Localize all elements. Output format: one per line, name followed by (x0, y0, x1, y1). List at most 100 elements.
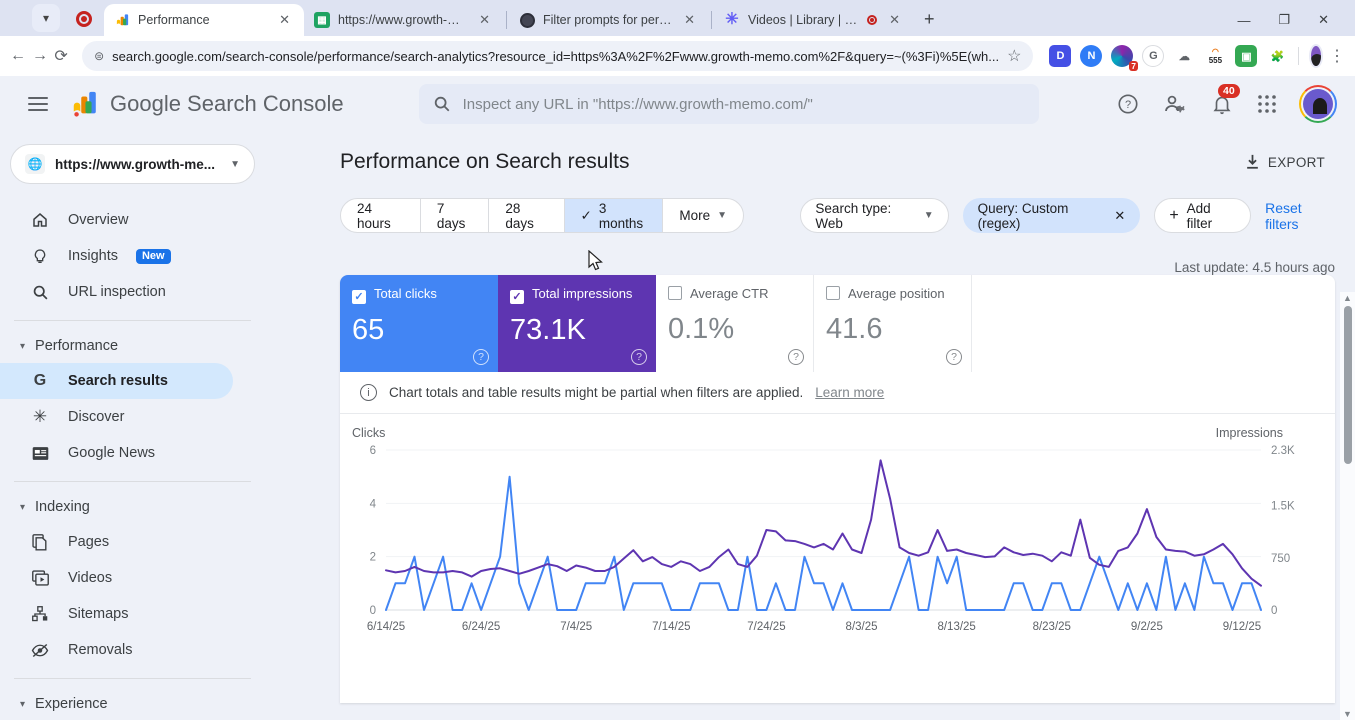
property-selector[interactable]: 🌐 https://www.growth-me... ▼ (10, 144, 255, 184)
tab-close-icon[interactable]: ✕ (479, 12, 490, 27)
range-more[interactable]: More ▼ (679, 208, 728, 223)
tab-close-icon[interactable]: ✕ (684, 12, 695, 27)
browser-menu-icon[interactable]: ⋮ (1328, 48, 1345, 65)
sidebar-item-label: Insights (68, 248, 118, 264)
extension-pinwheel-icon[interactable]: 7 (1111, 45, 1139, 71)
tab-performance[interactable]: Performance ✕ (104, 4, 304, 36)
window-minimize-button[interactable]: — (1237, 12, 1251, 28)
range-3-months[interactable]: ✓ 3 months (564, 199, 664, 232)
range-28-days[interactable]: 28 days (489, 199, 565, 232)
sidebar-item-pages[interactable]: Pages (0, 524, 265, 560)
tab-divider (506, 11, 507, 29)
address-bar[interactable]: ⊜ search.google.com/search-console/perfo… (82, 41, 1034, 71)
notifications-bell-icon[interactable]: 40 (1211, 84, 1240, 115)
google-apps-grid-icon[interactable] (1257, 94, 1277, 114)
export-label: EXPORT (1267, 154, 1325, 170)
account-avatar[interactable] (1299, 85, 1337, 123)
extensions-puzzle-icon[interactable]: 🧩 (1266, 45, 1289, 67)
extension-555-icon[interactable]: ◠ 555 (1204, 45, 1227, 67)
section-indexing[interactable]: ▾ Indexing (0, 490, 265, 524)
tab-recording-dot-icon (867, 15, 878, 25)
section-experience[interactable]: ▾ Experience (0, 687, 265, 720)
user-settings-icon[interactable] (1163, 92, 1187, 116)
main-content: Performance on Search results EXPORT 24 … (265, 132, 1355, 720)
sidebar-item-google-news[interactable]: Google News (0, 435, 265, 471)
sidebar-item-sitemaps[interactable]: Sitemaps (0, 596, 265, 632)
window-close-button[interactable]: ✕ (1318, 12, 1329, 27)
sidebar-item-discover[interactable]: ✳ Discover (0, 399, 265, 435)
help-icon[interactable]: ? (788, 349, 804, 365)
tab-growth-memo[interactable]: ▦ https://www.growth-memo.co... ✕ (304, 4, 504, 36)
tab-close-icon[interactable]: ✕ (279, 12, 290, 27)
card-total-impressions[interactable]: ✓ Total impressions 73.1K ? (498, 275, 656, 372)
sidebar-item-url-inspection[interactable]: URL inspection (0, 274, 265, 310)
sidebar-item-label: Pages (68, 534, 110, 550)
tab-close-icon[interactable]: ✕ (889, 12, 900, 27)
lightbulb-icon (30, 247, 50, 265)
magnifier-icon (30, 284, 50, 301)
reload-button[interactable]: ⟳ (54, 48, 68, 65)
extension-lock-icon[interactable]: G (1142, 45, 1165, 67)
site-favicon-icon: 🌐 (25, 154, 45, 174)
extension-cloud-icon[interactable]: ☁ (1173, 45, 1196, 67)
card-label: Average CTR (690, 286, 769, 301)
card-average-ctr[interactable]: Average CTR 0.1% ? (656, 275, 814, 372)
sidebar-item-videos[interactable]: Videos (0, 560, 265, 596)
card-total-clicks[interactable]: ✓ Total clicks 65 ? (340, 275, 498, 372)
card-value: 73.1K (510, 313, 586, 346)
back-button[interactable]: ← (10, 47, 26, 64)
forward-button[interactable]: → (32, 47, 48, 64)
extension-image-icon[interactable]: ▣ (1235, 45, 1258, 67)
scroll-up-arrow-icon[interactable]: ▲ (1343, 293, 1352, 303)
scrollbar-thumb[interactable] (1343, 306, 1352, 464)
learn-more-link[interactable]: Learn more (815, 385, 885, 400)
bookmark-star-icon[interactable]: ☆ (1007, 48, 1022, 65)
tab-search-chevron-icon[interactable]: ▾ (32, 4, 60, 32)
sidebar-item-removals[interactable]: Removals (0, 632, 265, 668)
extension-n-icon[interactable]: N (1080, 45, 1103, 67)
url-inspect-search-box[interactable]: Inspect any URL in "https://www.growth-m… (418, 84, 1039, 124)
site-settings-icon[interactable]: ⊜ (94, 49, 105, 63)
browser-profile-avatar[interactable] (1308, 44, 1323, 68)
checkbox-icon[interactable] (668, 286, 682, 300)
add-filter-button[interactable]: + Add filter (1154, 198, 1252, 233)
card-average-position[interactable]: Average position 41.6 ? (814, 275, 972, 372)
section-performance[interactable]: ▾ Performance (0, 329, 265, 363)
chatgpt-favicon-icon (519, 12, 535, 28)
menu-hamburger-icon[interactable] (20, 86, 56, 122)
checkbox-icon[interactable]: ✓ (510, 289, 524, 304)
section-label: Experience (35, 696, 108, 712)
help-icon[interactable]: ? (1117, 93, 1139, 115)
range-7-days[interactable]: 7 days (421, 199, 490, 232)
sidebar-divider (14, 481, 251, 482)
help-icon[interactable]: ? (473, 349, 489, 365)
section-collapse-icon: ▾ (20, 698, 26, 710)
search-type-filter-chip[interactable]: Search type: Web ▼ (800, 198, 949, 233)
vertical-scrollbar[interactable]: ▲ ▼ (1340, 292, 1355, 720)
sidebar-item-search-results[interactable]: G Search results (0, 363, 233, 399)
scroll-down-arrow-icon[interactable]: ▼ (1343, 709, 1352, 719)
sidebar-item-label: Removals (68, 642, 133, 658)
checkbox-icon[interactable]: ✓ (352, 289, 366, 304)
info-icon: i (360, 384, 377, 401)
checkbox-icon[interactable] (826, 286, 840, 300)
help-icon[interactable]: ? (946, 349, 962, 365)
extension-d-icon[interactable]: D (1049, 45, 1072, 67)
range-24-hours[interactable]: 24 hours (341, 199, 421, 232)
sidebar-item-overview[interactable]: Overview (0, 202, 265, 238)
tab-title: https://www.growth-memo.co... (338, 13, 467, 27)
right-axis-caption: Impressions (1215, 426, 1283, 440)
reset-filters-link[interactable]: Reset filters (1265, 199, 1302, 232)
remove-filter-icon[interactable]: ✕ (1114, 207, 1126, 223)
svg-text:2: 2 (370, 552, 376, 564)
export-button[interactable]: EXPORT (1245, 154, 1325, 170)
sidebar-item-insights[interactable]: Insights New (0, 238, 265, 274)
new-tab-button[interactable]: + (924, 9, 935, 29)
tab-loom-videos[interactable]: ✳ Videos | Library | Loom ✕ (714, 4, 914, 36)
tab-filter-prompts[interactable]: Filter prompts for persona ✕ (509, 4, 709, 36)
pages-icon (30, 533, 50, 551)
window-restore-button[interactable]: ❐ (1278, 12, 1291, 27)
query-filter-chip[interactable]: Query: Custom (regex) ✕ (962, 198, 1141, 233)
help-icon[interactable]: ? (631, 349, 647, 365)
page-title: Performance on Search results (340, 150, 630, 173)
